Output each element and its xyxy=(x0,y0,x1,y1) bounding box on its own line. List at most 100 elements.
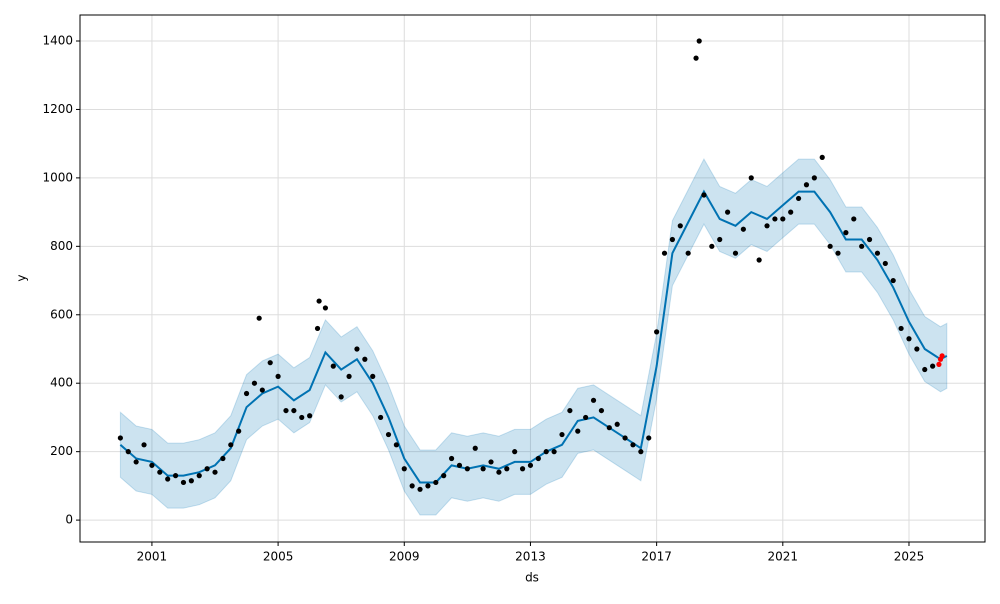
data-point xyxy=(764,223,770,229)
data-point xyxy=(740,226,746,232)
data-point xyxy=(362,356,368,362)
data-point xyxy=(725,209,731,215)
data-point xyxy=(701,192,707,198)
x-tick-label: 2021 xyxy=(768,550,799,564)
data-point xyxy=(117,435,123,441)
data-point xyxy=(464,466,470,472)
data-point xyxy=(646,435,652,441)
data-point xyxy=(228,442,234,448)
x-tick-label: 2013 xyxy=(515,550,546,564)
data-point xyxy=(677,223,683,229)
data-point xyxy=(472,445,478,451)
data-point xyxy=(496,469,502,475)
data-point xyxy=(409,483,415,489)
y-tick-label: 1200 xyxy=(42,102,73,116)
data-point xyxy=(165,476,171,482)
data-point xyxy=(316,298,322,304)
data-point xyxy=(236,428,242,434)
x-tick-label: 2025 xyxy=(894,550,925,564)
data-point xyxy=(936,361,942,367)
data-point xyxy=(488,459,494,465)
data-point xyxy=(930,363,936,369)
y-tick-label: 200 xyxy=(50,444,73,458)
data-point xyxy=(748,175,754,181)
data-point xyxy=(827,243,833,249)
y-tick-label: 1400 xyxy=(42,34,73,48)
data-point xyxy=(598,407,605,414)
data-point xyxy=(551,449,557,455)
data-point xyxy=(669,236,675,243)
data-point xyxy=(259,387,265,393)
data-point xyxy=(819,154,825,160)
data-point xyxy=(882,260,888,267)
data-point xyxy=(251,380,258,386)
y-axis-label: y xyxy=(15,274,29,281)
data-point xyxy=(133,459,139,465)
data-point xyxy=(685,250,691,256)
y-tick-label: 400 xyxy=(50,376,73,390)
data-point xyxy=(172,473,179,479)
data-point xyxy=(898,325,904,332)
data-point xyxy=(906,336,912,342)
data-point xyxy=(914,346,920,352)
data-point xyxy=(654,329,660,335)
data-point xyxy=(732,250,739,256)
data-point xyxy=(717,236,723,243)
data-point xyxy=(256,315,262,321)
data-point xyxy=(393,442,399,448)
data-point xyxy=(859,243,865,249)
plot-frame xyxy=(79,14,986,543)
data-point xyxy=(243,390,250,397)
data-point xyxy=(417,486,423,492)
data-point xyxy=(535,455,541,462)
data-point xyxy=(330,363,336,369)
data-point xyxy=(188,478,194,484)
data-point xyxy=(543,449,549,455)
data-point xyxy=(575,428,581,434)
x-tick-label: 2005 xyxy=(263,550,294,564)
data-point xyxy=(527,462,534,468)
data-point xyxy=(590,397,597,403)
data-point xyxy=(370,373,376,379)
data-point xyxy=(141,442,147,448)
data-point xyxy=(425,483,431,489)
data-point xyxy=(939,353,945,359)
data-point xyxy=(606,425,612,431)
y-tick-label: 0 xyxy=(65,513,73,527)
data-point xyxy=(291,407,297,414)
data-point xyxy=(157,469,163,475)
data-point xyxy=(638,449,644,455)
data-point xyxy=(480,466,486,472)
data-point xyxy=(307,413,313,419)
data-point xyxy=(851,216,857,222)
data-point xyxy=(890,277,896,284)
data-point xyxy=(220,455,226,462)
x-tick-label: 2017 xyxy=(641,550,672,564)
x-tick-label: 2001 xyxy=(137,550,168,564)
data-point xyxy=(843,230,849,236)
data-point xyxy=(559,431,565,438)
data-point xyxy=(204,466,210,472)
data-point xyxy=(180,479,187,486)
data-point xyxy=(756,257,762,263)
x-tick-label: 2009 xyxy=(389,550,420,564)
data-point xyxy=(788,209,794,215)
data-point xyxy=(433,479,439,486)
data-point xyxy=(709,243,715,249)
data-point xyxy=(693,55,699,61)
data-point xyxy=(874,250,881,256)
data-point xyxy=(835,250,841,256)
data-point xyxy=(354,346,360,352)
data-point xyxy=(385,431,392,438)
data-point xyxy=(196,473,202,479)
data-point xyxy=(512,449,518,455)
data-point xyxy=(267,360,273,366)
data-point xyxy=(922,366,928,373)
data-point xyxy=(614,421,620,427)
data-point xyxy=(803,182,810,188)
data-point xyxy=(622,435,628,441)
data-point xyxy=(661,250,668,256)
data-point xyxy=(283,407,289,414)
